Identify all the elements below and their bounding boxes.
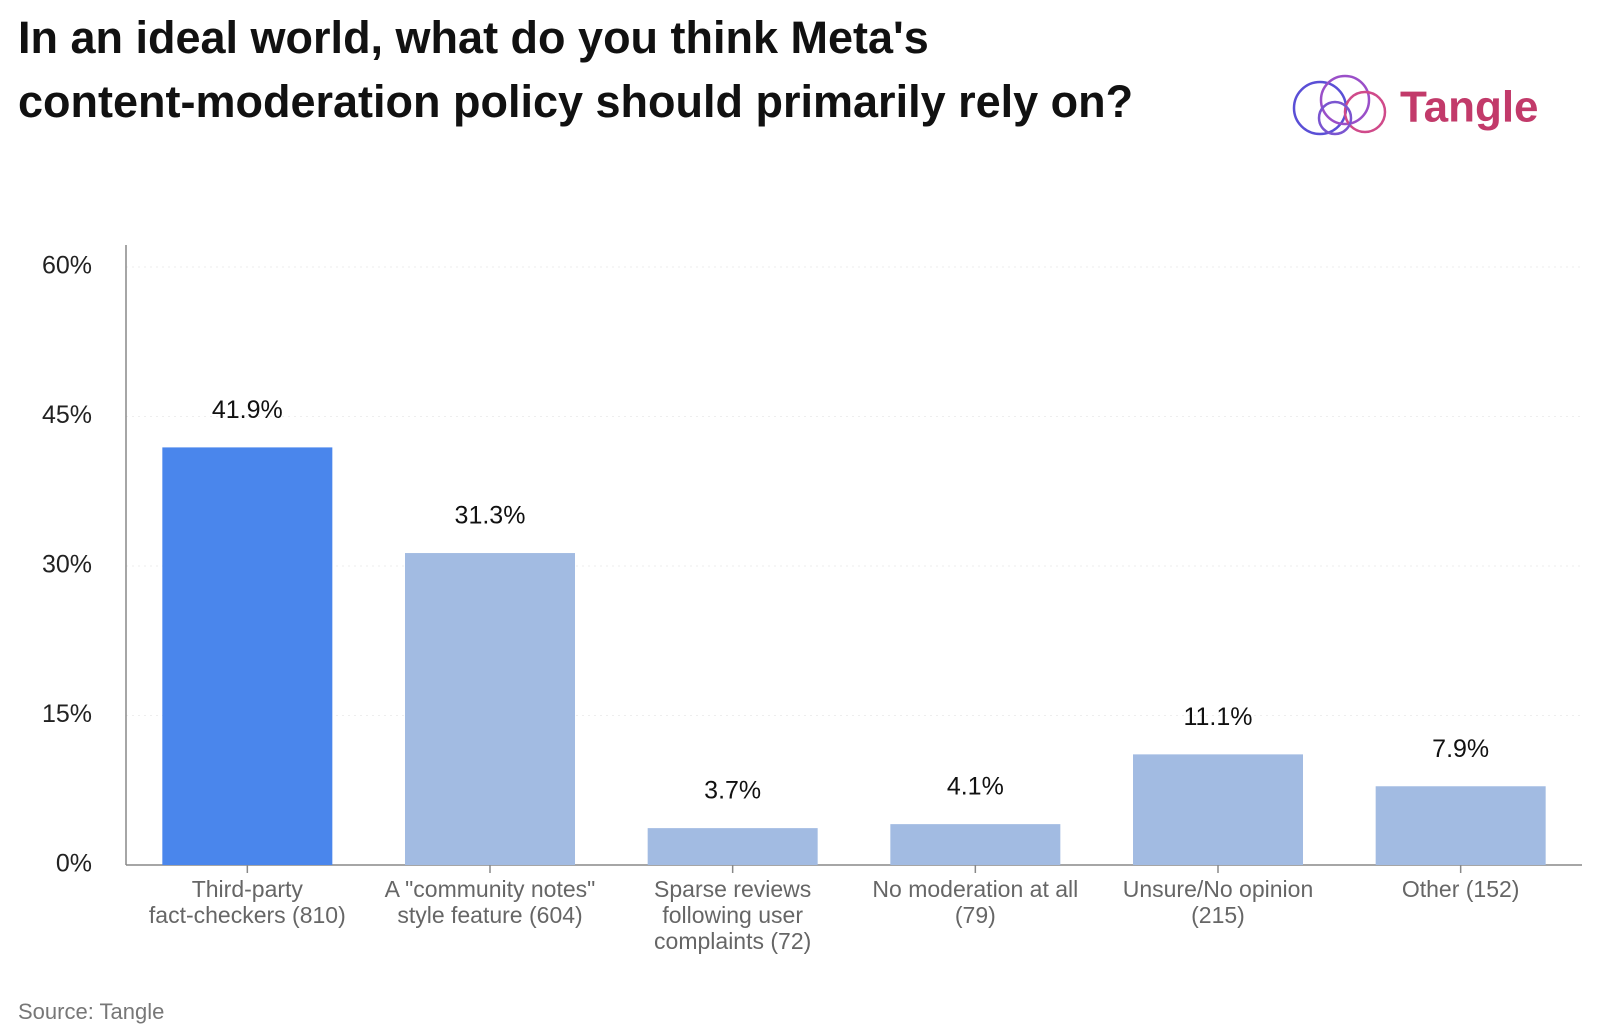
value-label: 4.1% — [947, 773, 1004, 801]
logo-text: Tangle — [1400, 83, 1539, 132]
y-tick-label: 0% — [56, 850, 92, 878]
source: Source: Tangle — [18, 999, 164, 1024]
value-label: 3.7% — [704, 777, 761, 805]
bar — [1375, 786, 1546, 865]
x-tick-label: Third-party fact-checkers (810) — [149, 876, 346, 928]
value-label: 11.1% — [1183, 703, 1252, 731]
x-tick-label: No moderation at all (79) — [872, 876, 1078, 928]
y-tick-label: 60% — [42, 252, 92, 280]
value-label: 41.9% — [212, 396, 283, 424]
x-tick-label: Unsure/No opinion (215) — [1123, 876, 1314, 928]
bar — [405, 553, 575, 865]
y-tick-label: 30% — [42, 551, 92, 579]
logo-icon — [1292, 74, 1387, 136]
bar — [162, 447, 333, 865]
y-tick-label: 15% — [42, 700, 92, 728]
bar — [647, 828, 818, 865]
x-tick-label: A "community notes" style feature (604) — [385, 876, 596, 928]
value-label: 31.3% — [455, 502, 526, 530]
chart-title: In an ideal world, what do you think Met… — [18, 12, 1133, 127]
bar — [1133, 754, 1303, 865]
value-label: 7.9% — [1432, 735, 1489, 763]
x-tick-label: Other (152) — [1402, 876, 1520, 902]
bar — [890, 824, 1061, 865]
y-tick-label: 45% — [42, 401, 92, 429]
x-tick-label: Sparse reviews following user complaints (… — [654, 876, 811, 954]
